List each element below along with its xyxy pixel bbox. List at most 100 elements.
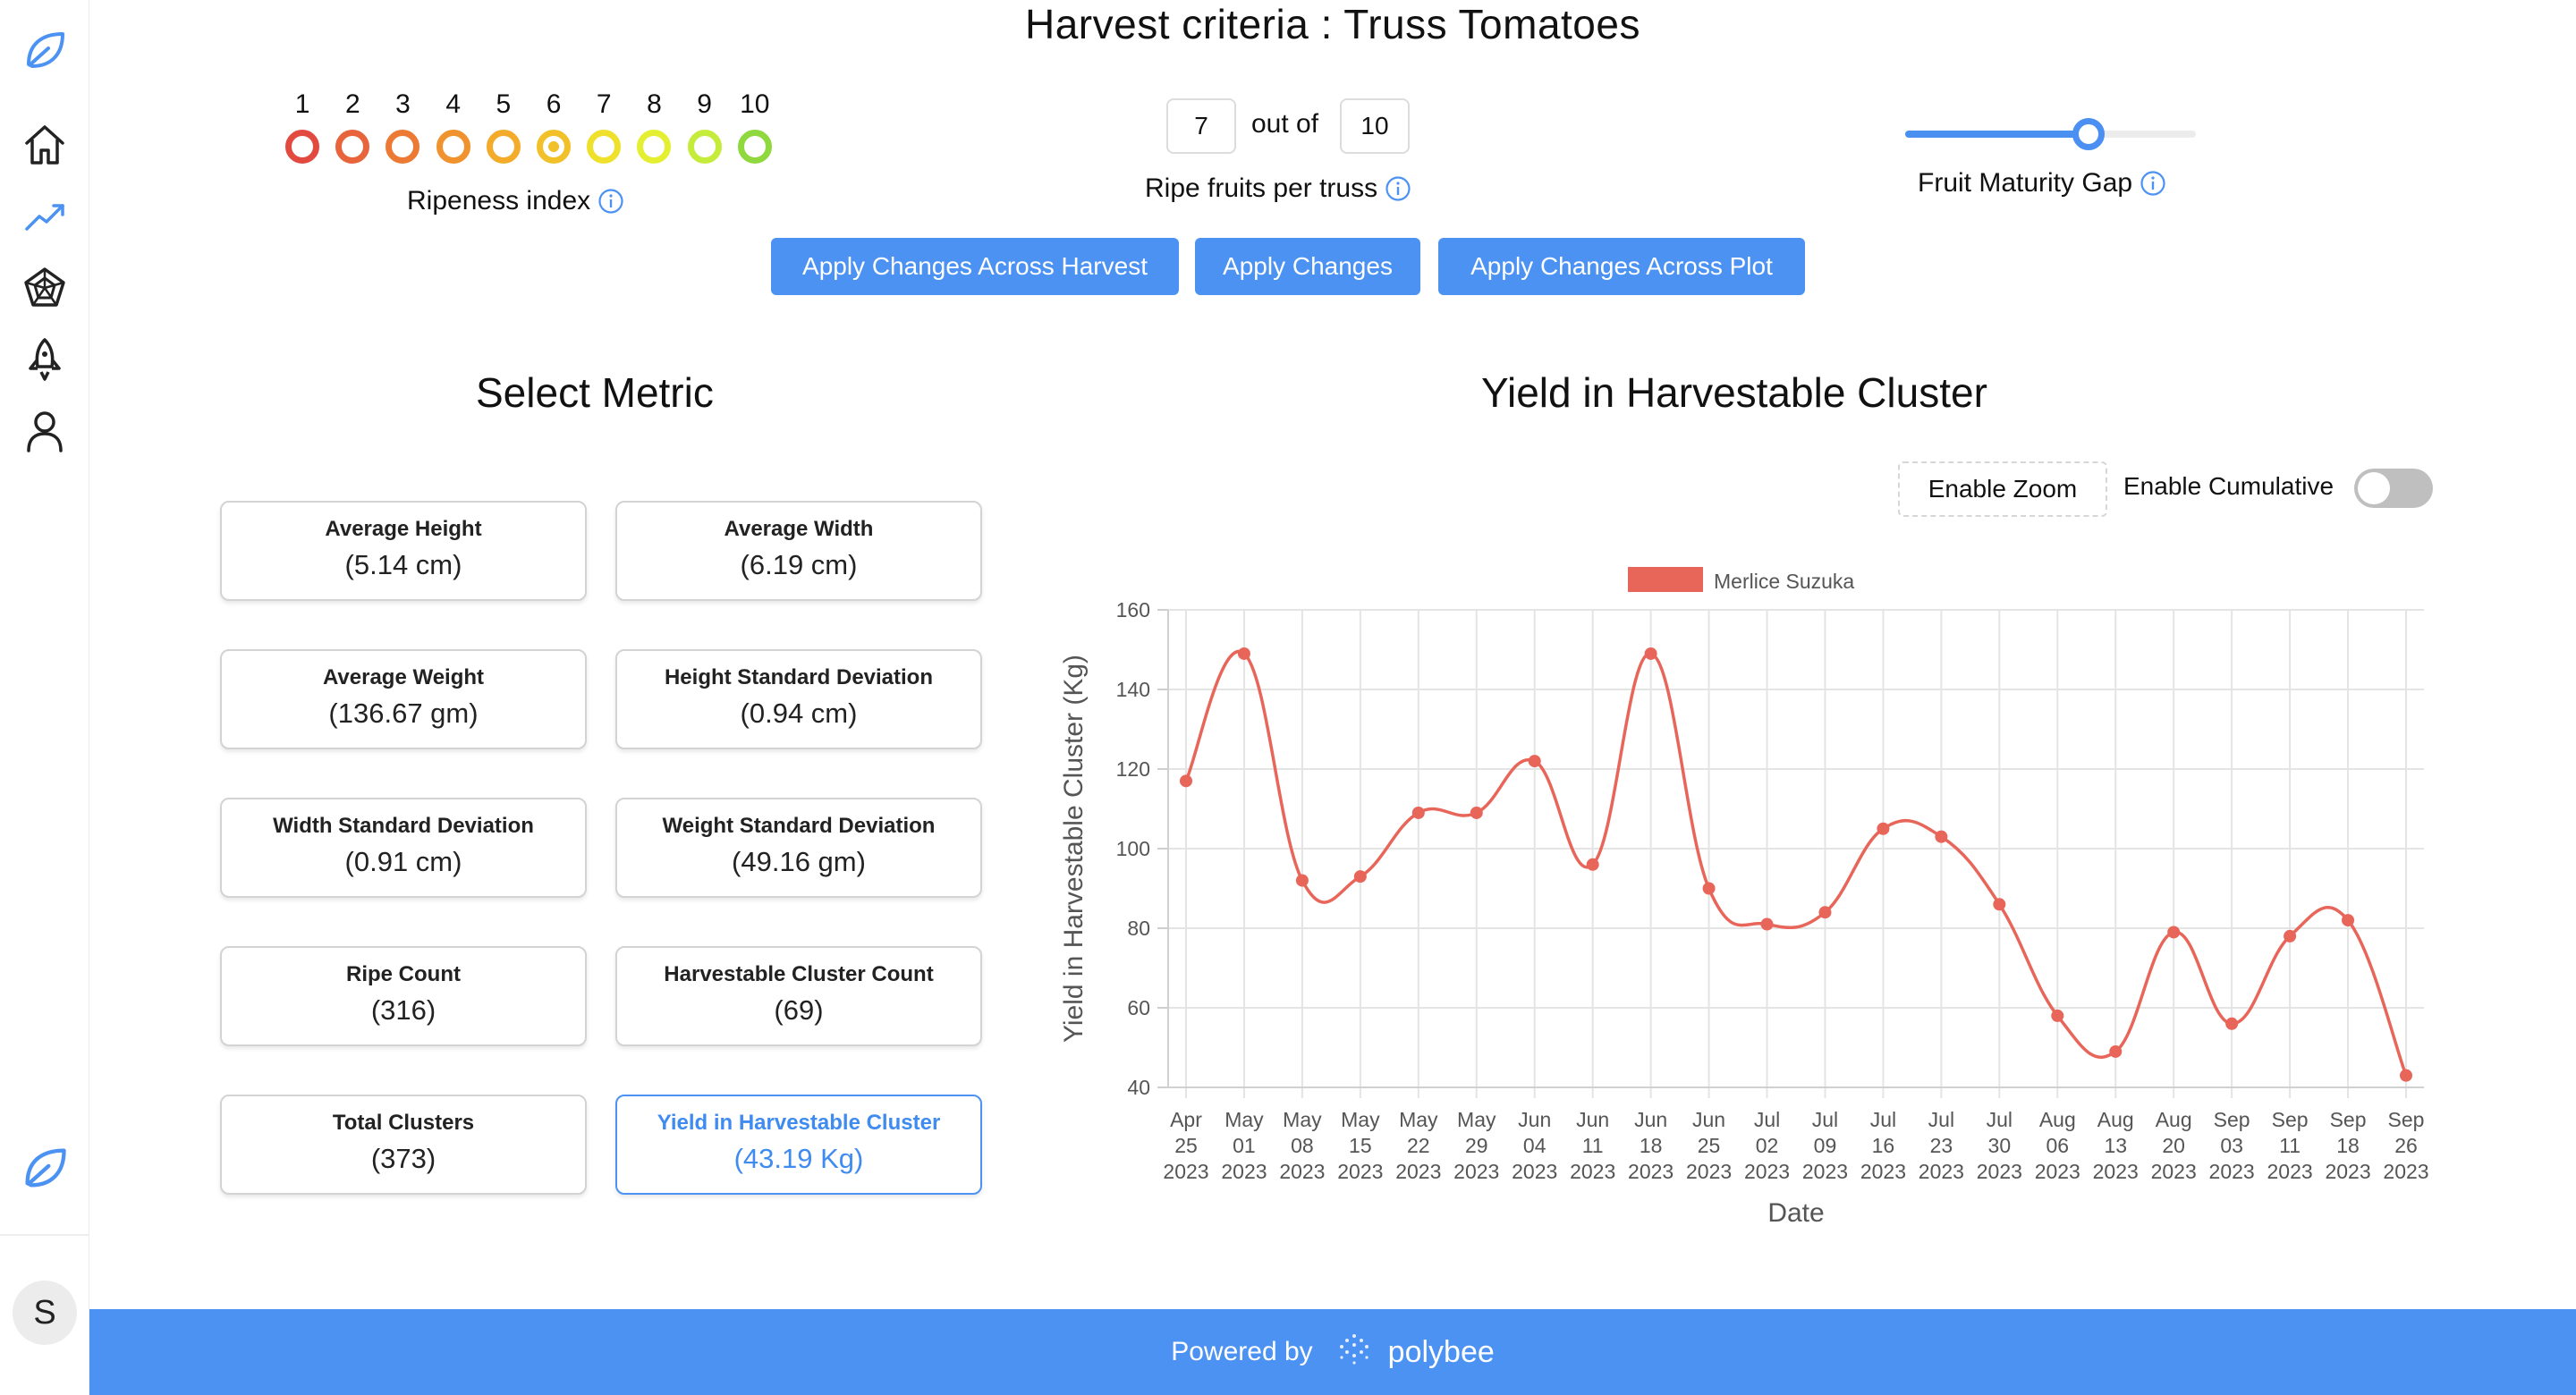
metric-title: Harvestable Cluster Count — [664, 962, 934, 986]
apply-changes-across-plot-button[interactable]: Apply Changes Across Plot — [1438, 238, 1805, 295]
radar-icon[interactable] — [20, 263, 70, 313]
rocket-icon[interactable] — [20, 334, 70, 385]
data-point — [2400, 1069, 2412, 1082]
ripeness-level-10[interactable] — [730, 127, 780, 166]
data-point — [2342, 914, 2355, 927]
ripeness-number: 10 — [740, 89, 770, 119]
maturity-gap-label-text: Fruit Maturity Gap — [1918, 168, 2133, 198]
ripeness-ring-icon — [335, 130, 370, 164]
ripeness-ring-icon — [637, 130, 672, 164]
x-tick-label: 2023 — [1337, 1160, 1383, 1183]
data-point — [1411, 806, 1425, 819]
metric-value: (5.14 cm) — [344, 549, 462, 580]
ripeness-number: 6 — [546, 89, 562, 119]
y-tick-label: 60 — [1127, 996, 1150, 1019]
sidebar: S — [0, 0, 89, 1395]
ripeness-level-2[interactable] — [327, 127, 377, 166]
user-icon[interactable] — [20, 406, 70, 456]
metric-card-total-clusters[interactable]: Total Clusters (373) — [220, 1095, 587, 1195]
metric-card-harvestable-cluster-count[interactable]: Harvestable Cluster Count (69) — [615, 946, 982, 1046]
x-tick-label: Aug — [2039, 1108, 2076, 1131]
ripeness-level-3[interactable] — [377, 127, 428, 166]
x-tick-label: Sep — [2388, 1108, 2425, 1131]
ripeness-number: 1 — [294, 89, 310, 119]
apply-changes-across-harvest-button[interactable]: Apply Changes Across Harvest — [771, 238, 1179, 295]
apply-changes-button[interactable]: Apply Changes — [1195, 238, 1420, 295]
yield-chart: 40 60 80 100 120 140 160 Apr 25 2023 May 01 2023 May 0… — [1055, 554, 2451, 1243]
info-icon[interactable] — [597, 188, 624, 215]
metric-card-weight-standard-deviation[interactable]: Weight Standard Deviation (49.16 gm) — [615, 798, 982, 898]
y-tick-label: 160 — [1116, 598, 1150, 621]
ripeness-level-9[interactable] — [680, 127, 730, 166]
x-tick-label: 2023 — [1395, 1160, 1441, 1183]
slider-thumb[interactable] — [2072, 118, 2105, 150]
powered-by-text: Powered by — [1171, 1337, 1313, 1366]
x-tick-label: 11 — [1582, 1134, 1604, 1157]
ripe-fruits-input[interactable]: 7 — [1166, 98, 1236, 154]
info-icon[interactable] — [2140, 170, 2166, 197]
series-line — [1184, 649, 2408, 1077]
data-point — [1993, 898, 2006, 911]
out-of-label: out of — [1251, 109, 1319, 139]
brand[interactable]: polybee — [1335, 1331, 1495, 1374]
metric-card-width-standard-deviation[interactable]: Width Standard Deviation (0.91 cm) — [220, 798, 587, 898]
data-point — [2051, 1009, 2064, 1022]
cumulative-toggle[interactable] — [2354, 469, 2433, 508]
x-tick-label: 2023 — [2325, 1160, 2370, 1183]
data-point — [2109, 1044, 2123, 1058]
metric-card-ripe-count[interactable]: Ripe Count (316) — [220, 946, 587, 1046]
ripeness-level-8[interactable] — [629, 127, 679, 166]
x-tick-label: 2023 — [1163, 1160, 1208, 1183]
maturity-gap-label: Fruit Maturity Gap — [1918, 168, 2166, 199]
ripeness-number: 8 — [647, 89, 662, 119]
x-tick-label: 22 — [1407, 1134, 1430, 1157]
x-tick-label: May — [1341, 1108, 1380, 1131]
x-tick-label: 2023 — [1860, 1160, 1906, 1183]
total-fruits-input[interactable]: 10 — [1340, 98, 1410, 154]
x-tick-label: 2023 — [2209, 1160, 2255, 1183]
enable-zoom-button[interactable]: Enable Zoom — [1898, 461, 2107, 517]
ripeness-level-1[interactable] — [277, 127, 327, 166]
metric-card-yield-in-harvestable-cluster[interactable]: Yield in Harvestable Cluster (43.19 Kg) — [615, 1095, 982, 1195]
data-point — [1644, 647, 1657, 660]
info-icon[interactable] — [1385, 175, 1411, 202]
brand-name: polybee — [1387, 1334, 1495, 1369]
ripeness-level-5[interactable] — [479, 127, 529, 166]
x-tick-label: May — [1224, 1108, 1264, 1131]
ripeness-level-4[interactable] — [428, 127, 479, 166]
data-point — [2167, 926, 2181, 939]
data-point — [1470, 806, 1483, 819]
enable-cumulative-label: Enable Cumulative — [2123, 472, 2334, 500]
x-tick-label: 2023 — [1977, 1160, 2022, 1183]
data-point — [1818, 906, 1832, 919]
metric-card-average-width[interactable]: Average Width (6.19 cm) — [615, 501, 982, 601]
metric-title: Width Standard Deviation — [273, 814, 534, 838]
logo-leaf-icon[interactable] — [20, 25, 70, 75]
metric-title: Average Weight — [322, 665, 485, 689]
ripeness-number: 4 — [445, 89, 461, 119]
metric-card-height-standard-deviation[interactable]: Height Standard Deviation (0.94 cm) — [615, 649, 982, 749]
x-tick-label: Jul — [1754, 1108, 1780, 1131]
metric-value: (69) — [774, 994, 824, 1026]
avatar[interactable]: S — [13, 1281, 77, 1345]
ripe-fruits-control: 7 out of 10 Ripe fruits per truss — [1145, 98, 1431, 224]
ripeness-level-6[interactable] — [529, 127, 579, 166]
ripeness-number: 2 — [344, 89, 360, 119]
metric-card-average-height[interactable]: Average Height (5.14 cm) — [220, 501, 587, 601]
trend-icon[interactable] — [20, 191, 70, 241]
metric-value: (0.91 cm) — [344, 846, 462, 877]
data-point — [1528, 755, 1541, 768]
x-tick-label: 2023 — [2035, 1160, 2080, 1183]
maturity-gap-slider[interactable] — [1905, 116, 2196, 152]
metric-card-average-weight[interactable]: Average Weight (136.67 gm) — [220, 649, 587, 749]
x-tick-label: 11 — [2279, 1134, 2301, 1157]
x-tick-label: 2023 — [2151, 1160, 2197, 1183]
ripeness-level-7[interactable] — [579, 127, 629, 166]
home-icon[interactable] — [20, 120, 70, 170]
ripeness-ring-icon — [436, 130, 470, 164]
slider-fill — [1905, 131, 2089, 138]
x-tick-label: 08 — [1291, 1134, 1314, 1157]
x-tick-label: Jul — [1928, 1108, 1954, 1131]
metric-value: (316) — [370, 994, 436, 1026]
x-tick-label: 20 — [2162, 1134, 2185, 1157]
